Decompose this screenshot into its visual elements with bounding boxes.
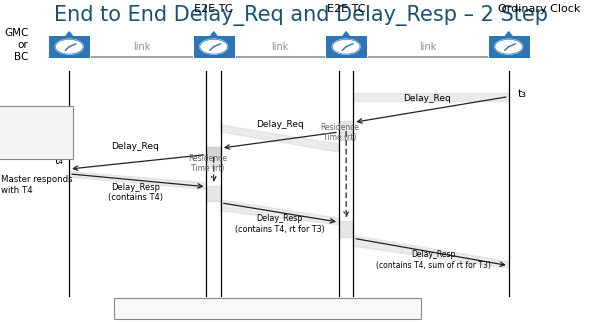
Text: link: link [272,42,288,52]
Text: Ordinary Clock: Ordinary Clock [498,4,580,14]
FancyBboxPatch shape [48,35,90,58]
Polygon shape [339,221,353,237]
Polygon shape [505,32,512,36]
Text: E2E TC: E2E TC [194,4,233,14]
Polygon shape [206,147,221,157]
FancyBboxPatch shape [0,106,73,159]
FancyBboxPatch shape [488,35,530,58]
Text: Delay_Req: Delay_Req [256,120,304,129]
FancyBboxPatch shape [325,35,367,58]
Polygon shape [339,121,353,140]
Text: Residence
Time (rt): Residence Time (rt) [188,154,227,173]
Text: Delay_Req: Delay_Req [111,142,160,150]
Text: GMC
or
BC: GMC or BC [4,28,28,62]
FancyBboxPatch shape [193,35,235,58]
Circle shape [200,39,228,54]
Polygon shape [221,200,339,225]
Circle shape [55,39,83,54]
Polygon shape [206,147,221,166]
Text: E2E TC: E2E TC [327,4,365,14]
Text: 'rt' of Delay_Req carried in correction field of Delay_Resp: 'rt' of Delay_Req carried in correction … [138,304,397,313]
Text: Delay_Resp
(contains T4): Delay_Resp (contains T4) [108,183,163,202]
Polygon shape [221,125,339,152]
Text: t₃: t₃ [518,89,527,99]
Text: T3 not
modified by
E2E TCs: T3 not modified by E2E TCs [8,116,63,148]
Polygon shape [66,32,73,36]
Text: Delay_Resp
(contains T4, sum of rt for T3): Delay_Resp (contains T4, sum of rt for T… [376,251,491,270]
Circle shape [495,39,523,54]
Text: link: link [419,42,436,52]
Text: End to End Delay_Req and Delay_Resp – 2 Step: End to End Delay_Req and Delay_Resp – 2 … [54,5,548,26]
Text: link: link [133,42,150,52]
Polygon shape [69,172,206,189]
Polygon shape [353,236,509,268]
Text: Delay_Resp
(contains T4, rt for T3): Delay_Resp (contains T4, rt for T3) [235,214,325,233]
Polygon shape [206,186,221,201]
Text: t₄: t₄ [54,156,63,166]
FancyBboxPatch shape [114,298,421,319]
Text: Residence
Time (rt): Residence Time (rt) [321,123,359,142]
Circle shape [332,39,360,54]
Text: Master responds
with T4: Master responds with T4 [1,175,73,195]
Polygon shape [343,32,350,36]
Text: Delay_Req: Delay_Req [403,94,452,103]
Polygon shape [210,32,217,36]
Polygon shape [353,93,509,100]
